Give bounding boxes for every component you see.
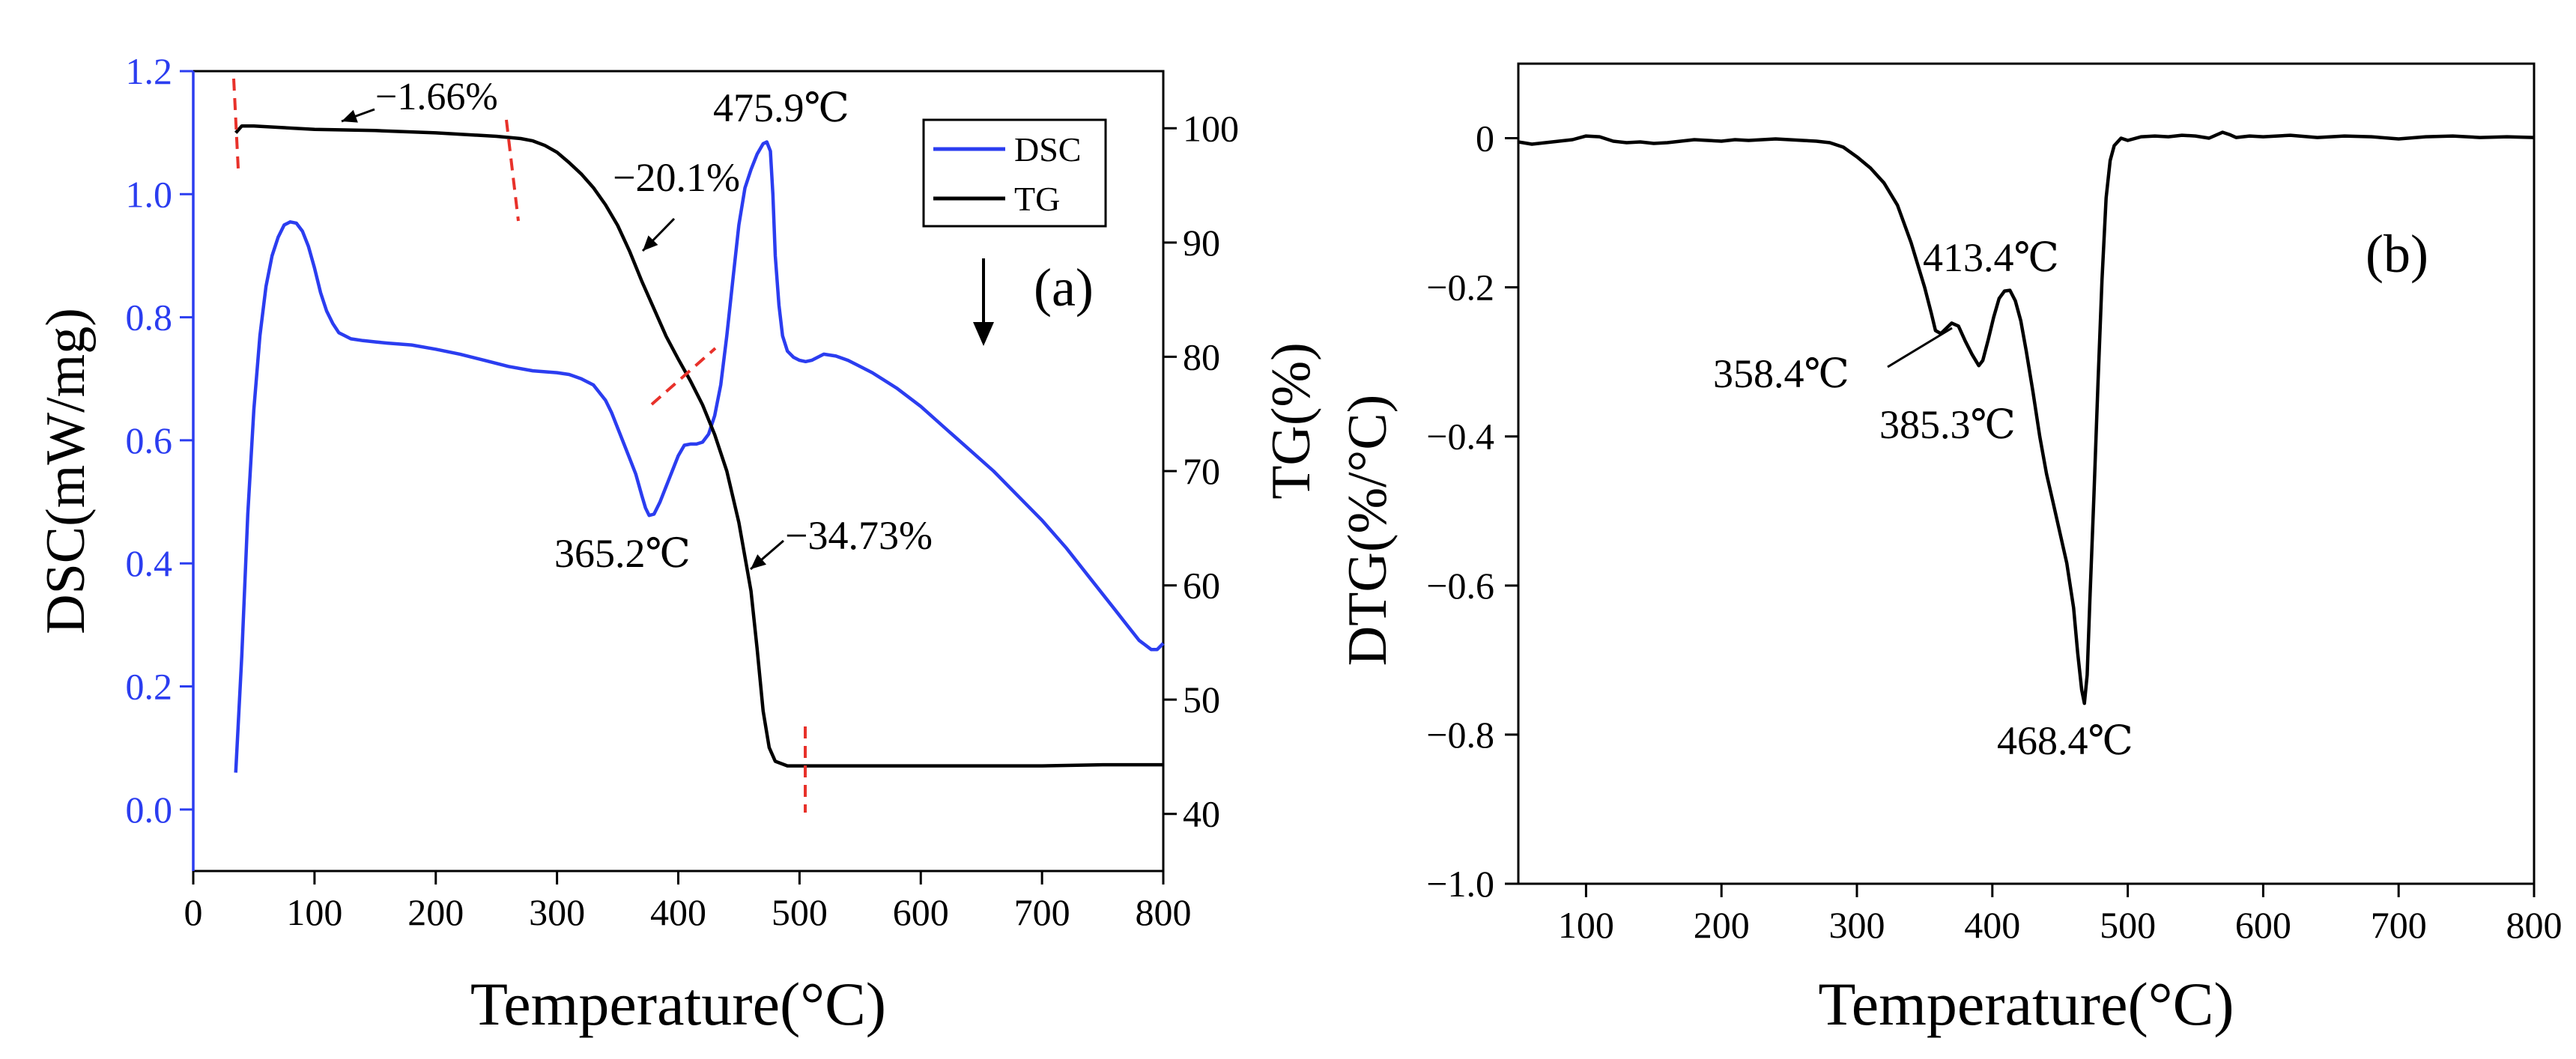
annotation-b-2: 358.4℃ <box>1713 351 1849 396</box>
y-right-tick-label: 90 <box>1183 222 1220 264</box>
annotation-b-1: 413.4℃ <box>1923 235 2059 280</box>
annotation-leader-358 <box>1887 327 1953 368</box>
y-right-tick-label: 50 <box>1183 679 1220 720</box>
plot-frame-b <box>1517 62 2536 885</box>
legend-frame <box>922 118 1107 228</box>
panel-label-b: (b) <box>2366 224 2428 284</box>
annotation-b-3: 385.3℃ <box>1879 402 2016 447</box>
y-tick-label-b: −0.6 <box>1426 565 1494 607</box>
onset-marker-dashed-line <box>505 119 520 222</box>
legend-label-tg: TG <box>1014 180 1060 218</box>
y-right-tick-label: 70 <box>1183 450 1220 492</box>
x-tick-label-b: 100 <box>1558 904 1614 946</box>
y-right-tick-label: 100 <box>1183 107 1239 149</box>
y-left-axis-title: DSC(mW/mg) <box>35 308 97 634</box>
onset-marker-dashed-line <box>650 347 717 406</box>
x-tick-label-b: 700 <box>2371 904 2427 946</box>
tg-series-line <box>234 124 1163 768</box>
x-tick-label-b: 500 <box>2100 904 2156 946</box>
y-right-axis-title: TG(%) <box>1261 342 1322 500</box>
x-tick-label-b: 300 <box>1829 904 1885 946</box>
y-tick-label-b: −0.2 <box>1426 267 1494 309</box>
legend: DSC TG <box>922 118 1107 228</box>
y-left-tick-label: 0.6 <box>126 419 173 461</box>
x-tick-label: 200 <box>407 891 464 933</box>
x-axis-title-b: Temperature(°C) <box>1818 970 2234 1038</box>
y-right-tick-label: 40 <box>1183 793 1220 835</box>
y-right-tick-label: 80 <box>1183 336 1220 377</box>
y-tick-label-b: 0 <box>1476 118 1494 160</box>
legend-label-dsc: DSC <box>1014 130 1081 169</box>
x-tick-label: 800 <box>1136 891 1192 933</box>
annotation-a-1: −1.66% <box>375 76 498 118</box>
x-tick-label: 300 <box>529 891 585 933</box>
annotation-a-3: −20.1% <box>613 155 740 200</box>
dtg-series-line <box>1518 130 2535 706</box>
annotation-arrow-34-73-head <box>751 554 767 569</box>
x-axis-title: Temperature(°C) <box>470 970 886 1038</box>
x-tick-label: 400 <box>650 891 706 933</box>
exo-down-arrow-head <box>973 322 994 346</box>
onset-marker-dashed-line <box>232 78 240 169</box>
x-tick-label-b: 400 <box>1964 904 2020 946</box>
y-left-tick-label: 1.2 <box>126 50 173 92</box>
annotation-a-4: 365.2℃ <box>554 531 691 576</box>
x-tick-label: 100 <box>286 891 342 933</box>
panel-label-a: (a) <box>1034 258 1094 318</box>
y-tick-label-b: −0.8 <box>1426 714 1494 756</box>
annotation-b-4: 468.4℃ <box>1997 718 2133 763</box>
y-left-tick-label: 0.8 <box>126 297 173 339</box>
x-tick-label: 700 <box>1014 891 1070 933</box>
x-tick-label: 0 <box>184 891 203 933</box>
y-tick-label-b: −0.4 <box>1426 416 1494 458</box>
x-tick-label-b: 800 <box>2506 904 2563 946</box>
y-left-tick-label: 0.4 <box>126 542 173 584</box>
x-tick-label: 500 <box>772 891 828 933</box>
annotation-a-5: −34.73% <box>785 513 933 558</box>
annotation-arrow-1-66-head <box>342 109 358 123</box>
y-axis-title-b: DTG(%/°C) <box>1337 395 1398 667</box>
y-tick-label-b: −1.0 <box>1426 863 1494 905</box>
x-tick-label-b: 200 <box>1694 904 1750 946</box>
panel-b-dtg-chart: 100 200 300 400 500 600 700 800 0 −0.2 −0.4 −0.6 −0.… <box>1337 62 2563 1038</box>
y-left-tick-label: 0.0 <box>126 789 173 831</box>
annotation-a-2: 475.9℃ <box>713 85 849 130</box>
dsc-series-line <box>234 140 1165 773</box>
annotation-arrow-20-1-head <box>643 235 658 251</box>
x-tick-label: 600 <box>893 891 949 933</box>
x-tick-label-b: 600 <box>2235 904 2291 946</box>
y-left-tick-label: 0.2 <box>126 666 173 708</box>
y-left-tick-label: 1.0 <box>126 173 173 215</box>
y-right-tick-label: 60 <box>1183 565 1220 607</box>
panel-a-dsc-tg-chart: 0 100 200 300 400 500 600 700 800 0.0 0.2 0.4 0.6 0.8… <box>35 50 1322 1038</box>
